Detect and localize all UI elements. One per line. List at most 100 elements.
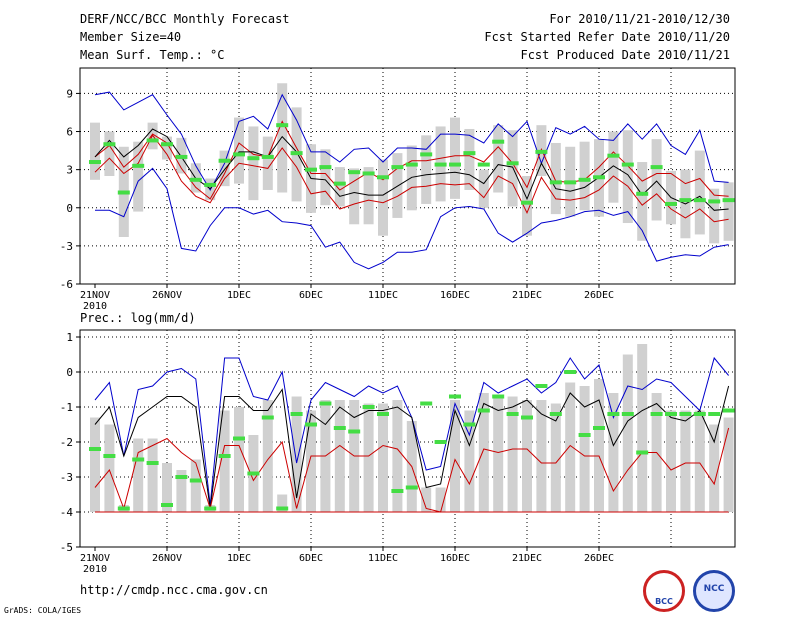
p1-spread-bar [320,149,331,206]
p2-observed-marker [204,506,217,511]
p2-observed-marker [607,412,620,416]
p2-observed-marker [506,412,519,416]
p1-observed-marker [175,154,188,159]
p2-x-tick-label: 26NOV [152,553,182,564]
p1-y-tick-label: 3 [66,164,73,177]
p1-series-mean [94,128,729,211]
p2-spread-bar [147,438,158,512]
p1-observed-marker [319,165,332,170]
p1-spread-bar [550,142,561,215]
p1-observed-marker [665,201,677,206]
p2-observed-marker [564,370,577,374]
p1-observed-marker [535,149,548,154]
p2-observed-marker [434,440,447,444]
p2-spread-bar [291,396,302,512]
p2-spread-bar [363,403,374,512]
p2-y-tick-label: 0 [66,366,73,379]
p1-observed-marker [204,182,217,187]
p2-spread-bar [450,400,460,512]
p2-spread-bar [666,410,676,512]
p2-spread-bar [550,403,561,512]
p1-observed-marker [333,181,346,186]
p2-spread-bar [435,487,446,512]
p2-observed-marker [708,412,721,416]
p1-spread-bar [90,122,100,180]
p2-spread-bar [709,424,720,512]
p1-observed-marker [146,138,159,143]
p1-observed-marker [276,123,289,128]
p1-observed-marker [391,165,404,170]
p1-observed-marker [578,177,591,182]
p2-observed-marker [276,506,289,511]
p2-x-tick-label: 21NOV [80,553,110,564]
p1-x-tick-label: 26DEC [584,290,614,301]
p2-spread-bar [478,393,489,512]
p2-spread-bar [723,417,734,512]
p2-spread-bar [536,400,547,512]
p1-observed-marker [506,161,519,166]
p2-y-tick-label: -2 [60,436,73,449]
p2-x-tick-label: 6DEC [299,553,323,564]
p1-observed-marker [650,165,663,170]
fcst-produced-date: Fcst Produced Date 2010/11/21 [520,48,730,62]
p2-spread-bar [219,410,230,512]
p2-spread-bar [378,403,388,512]
p1-observed-marker [89,160,101,165]
p1-observed-marker [305,167,317,172]
p1-spread-bar [133,141,144,212]
p2-observed-marker [319,401,332,406]
p1-spread-bar [262,136,273,190]
p1-spread-bar [637,162,648,241]
p2-x-tick-label: 26DEC [584,553,614,564]
p2-x-tick-label: 11DEC [368,553,398,564]
p2-observed-marker [362,405,375,409]
p1-spread-bar [219,150,230,187]
p1-series-min [95,167,729,270]
p2-spread-bar [162,463,172,512]
p2-observed-marker [218,454,231,458]
p1-observed-marker [420,152,433,157]
p2-spread-bar [306,410,316,512]
p1-spread-bar [277,83,288,193]
p1-spread-bar [248,126,259,201]
source-url[interactable]: http://cmdp.ncc.cma.gov.cn [80,583,268,597]
p1-spread-bar [392,153,403,218]
p1-observed-marker [708,199,721,204]
p2-observed-marker [103,454,116,458]
p2-spread-bar [522,400,532,512]
p1-spread-bar [478,169,489,208]
p2-spread-bar [90,417,100,512]
p1-x-tick-label: 1DEC [227,290,251,301]
p1-observed-marker [103,142,116,147]
p2-plot-frame [79,329,736,548]
p1-observed-marker [233,152,245,157]
p1-x-tick-label: 16DEC [440,290,470,301]
p1-observed-marker [564,180,577,185]
p1-x-tick-label: 21NOV [80,290,110,301]
p1-y-tick-label: 9 [66,87,73,100]
p2-spread-bar [277,494,288,512]
p2-spread-bar [579,386,590,512]
p2-observed-marker [650,412,663,416]
p2-spread-bar [622,354,633,512]
p2-spread-bar [507,396,518,512]
p2-observed-marker [722,408,735,413]
p1-plot-frame [79,67,736,285]
p2-spread-bar [104,424,115,512]
p2-observed-marker [492,394,505,399]
p1-observed-marker [247,156,260,161]
p1-observed-marker [117,190,130,195]
p2-observed-marker [636,450,649,455]
p2-observed-marker [621,412,634,416]
p2-y-tick-label: -4 [60,506,74,519]
p2-observed-marker [117,506,130,511]
p2-spread-bar [594,379,604,512]
p1-y-tick-label: 0 [66,202,73,215]
p2-observed-marker [521,415,533,420]
p1-observed-marker [492,139,505,144]
p2-spread-bar [176,470,187,512]
p2-observed-marker [175,475,188,479]
p2-spread-bar [334,400,345,512]
p2-observed-marker [348,429,361,434]
p2-observed-marker [578,433,591,437]
